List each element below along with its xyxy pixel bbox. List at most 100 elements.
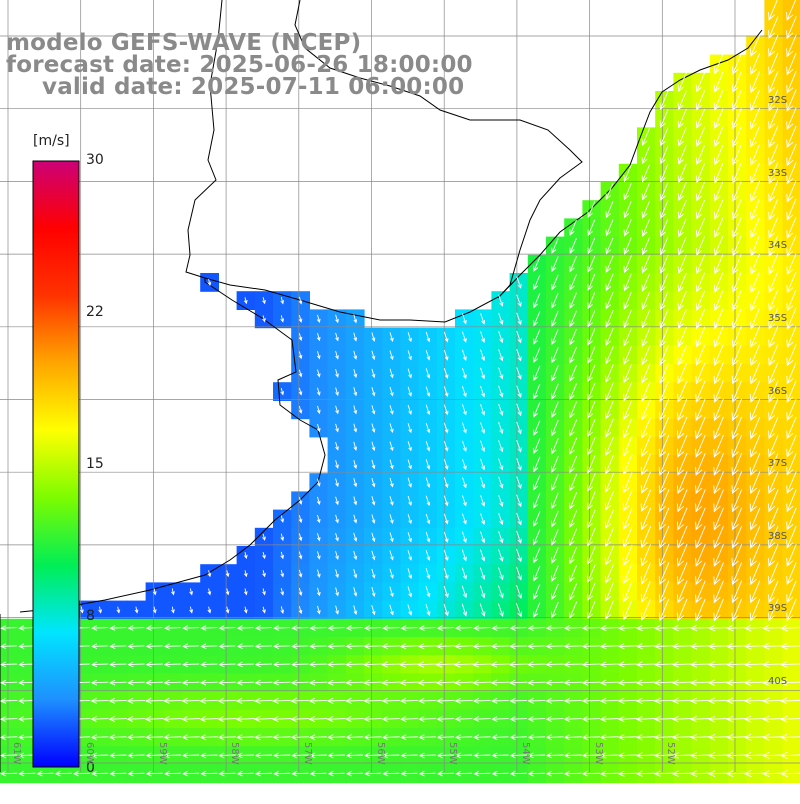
wind-arrow <box>617 661 637 668</box>
wind-arrow <box>786 34 797 58</box>
wind-arrow <box>225 570 230 578</box>
wind-arrow <box>335 587 339 597</box>
wind-arrow <box>236 734 255 741</box>
wind-arrow <box>599 734 619 741</box>
wind-arrow <box>676 489 688 513</box>
wind-arrow <box>436 697 455 704</box>
wind-arrow <box>533 493 541 509</box>
wind-arrow <box>108 697 127 704</box>
wind-arrow <box>327 752 345 759</box>
wind-arrow <box>182 625 200 631</box>
wind-arrow <box>671 734 693 741</box>
wind-arrow <box>569 565 578 583</box>
wind-arrow <box>461 585 468 599</box>
wind-arrow <box>516 530 522 544</box>
wind-arrow <box>587 237 596 255</box>
wind-arrow <box>569 455 578 474</box>
wind-arrow <box>371 441 376 452</box>
wind-arrow <box>335 460 339 469</box>
wind-arrow <box>225 606 230 614</box>
wind-arrow <box>327 661 346 668</box>
wind-arrow <box>713 434 724 458</box>
wind-arrow <box>599 679 619 686</box>
wind-arrow <box>635 715 656 723</box>
wind-arrow <box>545 734 564 741</box>
wind-arrow <box>636 661 656 668</box>
wind-arrow <box>768 580 779 604</box>
wind-arrow <box>653 715 674 723</box>
wind-arrow <box>641 327 651 347</box>
wind-arrow <box>443 549 449 562</box>
wind-arrow <box>658 580 670 604</box>
wind-arrow <box>731 434 743 458</box>
wind-arrow <box>516 421 522 435</box>
wind-arrow <box>732 217 742 239</box>
wind-arrow <box>163 679 182 686</box>
wind-arrow <box>677 181 687 202</box>
wind-arrow <box>551 492 559 510</box>
wind-arrow <box>316 551 321 560</box>
wind-arrow <box>272 734 291 741</box>
wind-arrow <box>695 236 705 256</box>
wind-arrow <box>461 367 467 380</box>
wind-arrow <box>587 274 596 291</box>
wind-arrow <box>767 525 779 549</box>
wind-arrow <box>443 440 449 452</box>
wind-arrow <box>713 471 724 495</box>
wind-arrow <box>400 625 418 631</box>
wind-arrow <box>659 163 669 183</box>
wind-arrow <box>587 346 596 364</box>
wind-arrow <box>714 199 724 220</box>
wind-arrow <box>605 364 614 383</box>
wind-arrow <box>622 581 633 603</box>
wind-arrow <box>272 679 291 686</box>
wind-arrow <box>622 544 633 567</box>
wind-arrow <box>708 715 729 723</box>
wind-arrow <box>461 313 467 325</box>
wind-arrow <box>750 180 760 203</box>
wind-arrow <box>425 350 431 361</box>
wind-arrow <box>436 716 455 723</box>
wind-arrow <box>308 716 328 723</box>
wind-arrow <box>163 752 182 759</box>
wind-arrow <box>127 734 145 741</box>
wind-arrow <box>407 477 412 488</box>
wind-arrow <box>617 752 637 759</box>
wind-arrow <box>563 697 582 704</box>
wind-arrow <box>780 642 800 650</box>
wind-arrow <box>671 770 693 777</box>
wind-arrow <box>636 624 656 632</box>
wind-arrow <box>780 770 800 778</box>
wind-arrow <box>551 292 559 309</box>
wind-arrow <box>327 697 346 704</box>
wind-arrow <box>298 314 303 323</box>
wind-arrow <box>640 453 651 476</box>
wind-arrow <box>581 643 601 650</box>
wind-arrow <box>236 752 254 759</box>
wind-arrow <box>762 679 784 687</box>
wind-arrow <box>563 752 582 759</box>
wind-arrow <box>708 661 729 668</box>
wind-arrow <box>134 606 139 614</box>
wind-arrow <box>272 661 291 668</box>
wind-arrow <box>316 478 321 487</box>
wind-arrow <box>545 643 564 650</box>
wind-arrow <box>91 625 109 631</box>
wind-arrow <box>516 458 522 471</box>
wind-arrow <box>749 434 761 458</box>
wind-arrow <box>587 310 596 328</box>
wind-arrow <box>389 368 394 379</box>
wind-arrow <box>786 562 797 585</box>
wind-arrow <box>90 734 109 741</box>
wind-arrow <box>298 387 303 396</box>
wind-arrow <box>622 599 633 621</box>
wind-arrow <box>569 328 577 346</box>
lon-label-54w: 54W <box>520 742 531 765</box>
wind-arrow <box>443 404 449 416</box>
wind-arrow <box>641 399 651 421</box>
wind-arrow <box>371 459 376 470</box>
wind-arrow <box>726 661 748 668</box>
wind-arrow <box>640 435 651 458</box>
wind-arrow <box>545 625 564 631</box>
wind-arrow <box>218 625 236 631</box>
